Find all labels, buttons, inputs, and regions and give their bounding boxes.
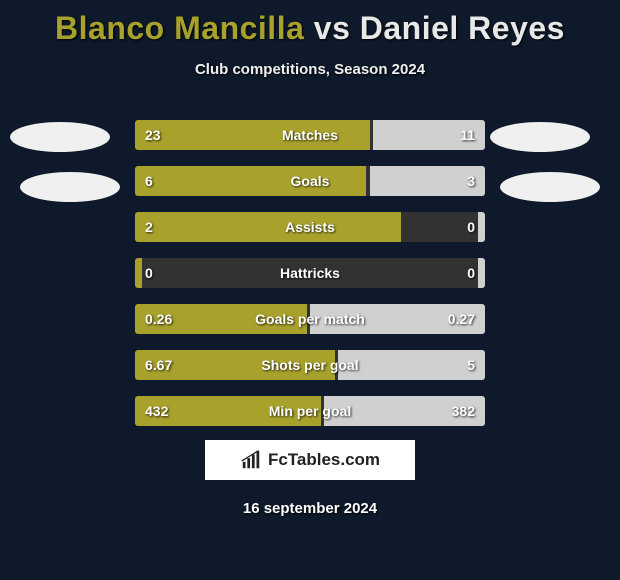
stat-value-right: 11 [460, 120, 475, 150]
stat-value-right: 0.27 [448, 304, 475, 334]
subtitle: Club competitions, Season 2024 [0, 61, 620, 78]
player2-avatar [490, 122, 590, 152]
stat-label: Shots per goal [135, 350, 485, 380]
player1-avatar [10, 122, 110, 152]
stat-row: 432Min per goal382 [135, 396, 485, 426]
player1-name: Blanco Mancilla [55, 10, 304, 46]
stat-value-right: 0 [467, 258, 475, 288]
player2-name: Daniel Reyes [360, 10, 565, 46]
player2-avatar [500, 172, 600, 202]
stat-row: 0.26Goals per match0.27 [135, 304, 485, 334]
stat-row: 23Matches11 [135, 120, 485, 150]
stat-row: 6.67Shots per goal5 [135, 350, 485, 380]
stat-value-right: 3 [467, 166, 475, 196]
stat-label: Hattricks [135, 258, 485, 288]
vs-label: vs [314, 10, 351, 46]
watermark: FcTables.com [205, 440, 415, 480]
date-label: 16 september 2024 [0, 500, 620, 517]
stat-label: Goals [135, 166, 485, 196]
stat-value-right: 5 [467, 350, 475, 380]
stat-row: 2Assists0 [135, 212, 485, 242]
stat-label: Assists [135, 212, 485, 242]
stat-row: 6Goals3 [135, 166, 485, 196]
chart-icon [240, 449, 262, 471]
stat-label: Matches [135, 120, 485, 150]
player1-avatar [20, 172, 120, 202]
stat-value-right: 0 [467, 212, 475, 242]
stat-value-right: 382 [452, 396, 475, 426]
watermark-text: FcTables.com [268, 450, 380, 470]
stat-row: 0Hattricks0 [135, 258, 485, 288]
stat-label: Goals per match [135, 304, 485, 334]
stat-label: Min per goal [135, 396, 485, 426]
comparison-title: Blanco Mancilla vs Daniel Reyes [0, 0, 620, 47]
stats-chart: 23Matches116Goals32Assists00Hattricks00.… [135, 120, 485, 442]
